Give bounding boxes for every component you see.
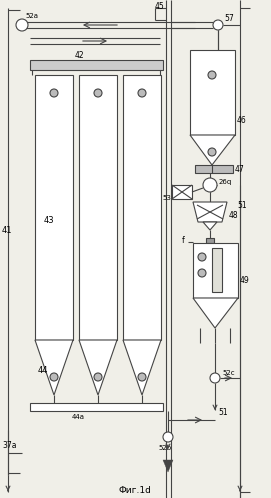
- Circle shape: [16, 19, 28, 31]
- Polygon shape: [203, 222, 217, 230]
- Bar: [79, 75, 117, 340]
- Circle shape: [208, 71, 216, 79]
- Text: 49: 49: [240, 275, 250, 284]
- Text: 46: 46: [237, 116, 247, 124]
- Bar: [35, 75, 73, 340]
- Text: 42: 42: [75, 50, 85, 59]
- Text: 37a: 37a: [2, 441, 17, 450]
- Polygon shape: [35, 340, 73, 395]
- Bar: [193, 243, 238, 298]
- Circle shape: [208, 148, 216, 156]
- Circle shape: [50, 89, 58, 97]
- Bar: [206, 238, 214, 243]
- Polygon shape: [79, 340, 117, 395]
- Text: 51: 51: [237, 201, 247, 210]
- Circle shape: [50, 373, 58, 381]
- Text: 44a: 44a: [72, 414, 85, 420]
- Circle shape: [138, 373, 146, 381]
- Circle shape: [198, 269, 206, 277]
- Text: 51: 51: [218, 407, 228, 416]
- Text: 52b: 52b: [158, 445, 171, 451]
- Circle shape: [213, 20, 223, 30]
- Circle shape: [198, 253, 206, 261]
- Text: 26q: 26q: [219, 179, 232, 185]
- Bar: [30, 403, 163, 411]
- Text: Фиг.1d: Фиг.1d: [119, 486, 151, 495]
- Bar: [172, 185, 192, 199]
- Circle shape: [94, 373, 102, 381]
- Circle shape: [138, 89, 146, 97]
- Circle shape: [203, 178, 217, 192]
- Polygon shape: [193, 202, 227, 222]
- Text: 57: 57: [224, 13, 234, 22]
- Text: 53: 53: [162, 195, 171, 201]
- Text: 47: 47: [235, 164, 245, 173]
- Circle shape: [163, 432, 173, 442]
- Bar: [212, 248, 222, 292]
- Polygon shape: [123, 340, 161, 395]
- Text: f: f: [182, 236, 185, 245]
- Text: 45: 45: [155, 1, 165, 10]
- Bar: [123, 75, 161, 340]
- Text: 41: 41: [2, 226, 12, 235]
- Circle shape: [210, 373, 220, 383]
- Polygon shape: [163, 460, 173, 472]
- Text: 48: 48: [229, 211, 239, 220]
- Text: 52a: 52a: [25, 13, 38, 19]
- Bar: [195, 165, 233, 173]
- Text: 52c: 52c: [222, 370, 235, 376]
- Bar: [30, 60, 163, 70]
- Circle shape: [94, 89, 102, 97]
- Text: 43: 43: [44, 216, 55, 225]
- Bar: [190, 50, 235, 135]
- Polygon shape: [193, 298, 238, 328]
- Text: 44: 44: [38, 366, 49, 374]
- Polygon shape: [190, 135, 235, 165]
